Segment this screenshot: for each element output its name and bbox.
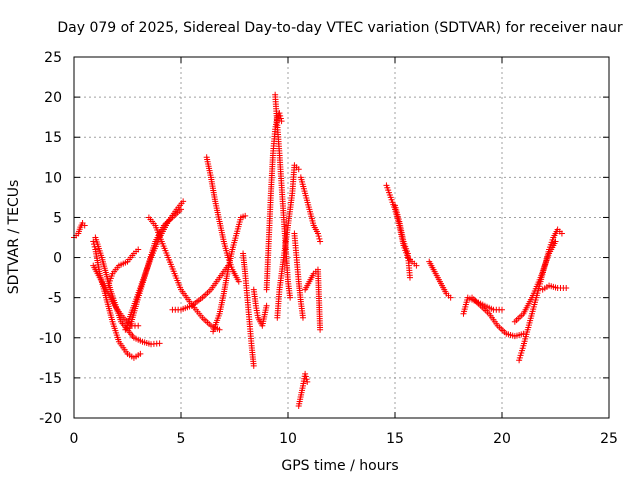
x-tick-label: 25 xyxy=(600,431,618,447)
plot-frame xyxy=(73,56,610,419)
series-arc-20 xyxy=(302,266,324,333)
data-point xyxy=(499,306,505,313)
series-arc-14 xyxy=(263,110,285,293)
data-point xyxy=(263,302,270,309)
y-tick-label: -20 xyxy=(39,411,62,427)
series-arc-25 xyxy=(469,294,527,340)
chart-title: Day 079 of 2025, Sidereal Day-to-day VTE… xyxy=(57,20,623,36)
grid-lines xyxy=(74,57,609,418)
data-point xyxy=(242,212,249,219)
data-point xyxy=(287,294,294,301)
x-axis-ticks: 0 5 10 15 20 25 xyxy=(70,57,618,447)
data-point xyxy=(413,262,420,269)
series-arc-10 xyxy=(203,154,242,285)
data-point xyxy=(552,238,559,245)
series-arc-19 xyxy=(297,174,324,245)
series-arc-22 xyxy=(392,202,413,281)
data-point xyxy=(304,378,311,385)
data-point xyxy=(317,238,324,245)
series-arc-16 xyxy=(274,162,302,321)
data-point xyxy=(302,370,309,377)
data-point xyxy=(563,285,570,292)
data-point xyxy=(317,326,324,333)
y-axis-ticks: -20 -15 -10 -5 0 5 10 15 20 25 xyxy=(39,50,609,427)
series-arc-17 xyxy=(291,230,306,321)
series-arc-11 xyxy=(210,212,249,335)
data-point xyxy=(299,314,306,321)
data-point xyxy=(447,294,454,301)
series-arc-08 xyxy=(145,214,223,333)
data-point xyxy=(278,118,285,125)
data-point xyxy=(314,230,321,237)
y-axis-label: SDTVAR / TECUs xyxy=(6,180,22,295)
data-point xyxy=(135,246,142,253)
y-tick-label: -5 xyxy=(48,291,62,307)
x-tick-label: 10 xyxy=(279,431,297,447)
data-point xyxy=(250,362,257,369)
x-tick-label: 20 xyxy=(493,431,511,447)
y-tick-label: -10 xyxy=(39,331,62,347)
y-tick-label: 5 xyxy=(53,210,62,226)
y-tick-label: -15 xyxy=(39,371,62,387)
data-point xyxy=(295,166,302,173)
series-arc-01 xyxy=(71,220,88,241)
data-point xyxy=(316,235,323,242)
data-point xyxy=(81,222,88,229)
data-marks xyxy=(71,91,570,409)
data-point xyxy=(178,206,184,213)
data-point xyxy=(156,340,163,347)
series-arc-13 xyxy=(250,286,270,329)
x-tick-label: 0 xyxy=(70,431,79,447)
y-tick-label: 20 xyxy=(44,90,62,106)
series-arc-28 xyxy=(539,282,570,293)
series-arc-26 xyxy=(516,226,565,364)
y-tick-label: 10 xyxy=(44,170,62,186)
x-tick-label: 15 xyxy=(386,431,404,447)
series-arc-23 xyxy=(426,258,454,301)
series-arc-27 xyxy=(511,238,559,325)
data-point xyxy=(137,350,144,357)
data-point xyxy=(235,278,242,285)
data-point xyxy=(180,198,187,205)
y-tick-label: 15 xyxy=(44,130,62,146)
x-tick-label: 5 xyxy=(177,431,186,447)
data-point xyxy=(315,233,322,240)
y-tick-label: 25 xyxy=(44,50,62,66)
data-point xyxy=(135,322,142,329)
data-point xyxy=(406,274,413,281)
y-tick-label: 0 xyxy=(53,251,62,267)
series-arc-12 xyxy=(240,250,257,369)
x-axis-label: GPS time / hours xyxy=(281,458,398,474)
data-point xyxy=(302,373,309,380)
data-point xyxy=(216,326,223,333)
series-arc-18 xyxy=(295,370,311,409)
data-point xyxy=(558,230,565,237)
series-arc-05 xyxy=(105,246,142,289)
data-point xyxy=(303,376,310,383)
